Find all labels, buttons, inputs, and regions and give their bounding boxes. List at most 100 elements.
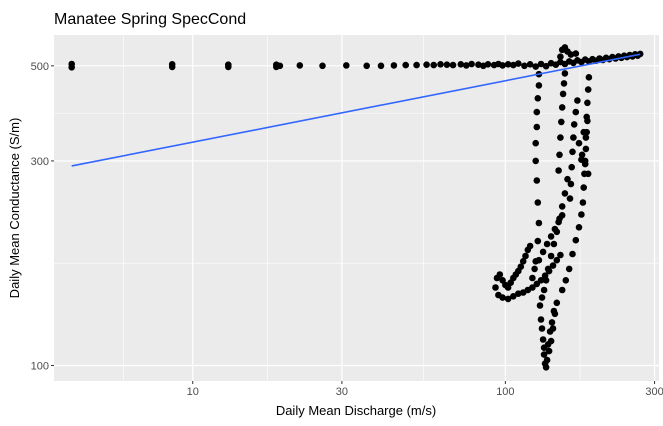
data-point	[569, 148, 576, 156]
data-point	[449, 61, 457, 69]
data-point	[575, 224, 583, 231]
trend-line	[71, 53, 641, 167]
data-point	[584, 117, 591, 125]
y-tick-label: 300	[31, 156, 49, 168]
data-point	[556, 151, 563, 159]
data-point	[529, 284, 536, 291]
data-point	[542, 62, 550, 70]
data-point	[570, 134, 577, 141]
data-point	[529, 274, 536, 282]
data-point	[572, 50, 580, 57]
data-point	[499, 62, 506, 69]
x-tick-label: 10	[187, 386, 199, 398]
data-point	[569, 250, 576, 258]
data-point	[546, 328, 554, 335]
data-point	[537, 316, 545, 323]
x-tick-label: 30	[336, 386, 348, 398]
data-point	[585, 74, 593, 81]
data-point	[584, 86, 592, 93]
data-point	[584, 170, 592, 178]
data-point	[463, 62, 470, 69]
data-point	[496, 271, 504, 278]
data-point	[423, 61, 430, 68]
data-point	[555, 167, 562, 174]
data-point	[555, 218, 562, 226]
data-point	[443, 61, 451, 68]
data-point	[532, 139, 539, 147]
data-point	[540, 286, 548, 294]
x-axis-title: Daily Mean Discharge (m/s)	[276, 403, 436, 418]
data-point	[539, 248, 547, 256]
data-point	[526, 242, 534, 250]
data-point	[574, 97, 581, 104]
data-point	[533, 177, 541, 184]
data-point	[562, 277, 570, 284]
data-point	[548, 319, 556, 326]
data-point	[504, 295, 512, 303]
data-point	[636, 50, 644, 58]
data-point	[532, 63, 539, 70]
data-point	[575, 139, 583, 147]
data-point	[581, 160, 589, 168]
data-point	[568, 163, 575, 171]
data-point	[543, 356, 551, 364]
data-point	[484, 61, 492, 68]
data-point	[542, 364, 550, 371]
data-point	[457, 61, 465, 68]
data-point	[522, 252, 529, 260]
x-axis-ticks: 10 30 100 300	[187, 381, 663, 398]
data-point	[377, 62, 385, 70]
data-point	[559, 90, 567, 98]
data-point	[225, 63, 232, 71]
y-tick-label: 500	[31, 61, 49, 73]
data-point	[534, 199, 542, 206]
data-point	[570, 121, 578, 128]
data-point	[578, 211, 585, 218]
data-point	[296, 62, 304, 69]
data-point	[557, 251, 564, 259]
data-point	[519, 258, 527, 265]
data-point	[319, 62, 326, 70]
data-point	[535, 256, 543, 264]
data-point	[566, 195, 574, 202]
data-point	[582, 134, 590, 141]
data-point	[168, 63, 176, 71]
data-point	[551, 225, 559, 233]
data-point	[402, 61, 410, 69]
data-point	[537, 277, 545, 284]
data-point	[536, 302, 544, 309]
data-point	[565, 265, 573, 273]
data-point	[582, 145, 590, 153]
data-point	[531, 265, 538, 273]
data-point	[567, 180, 575, 188]
data-point	[510, 293, 517, 300]
data-point	[510, 61, 517, 69]
chart-title: Manatee Spring SpecCond	[54, 11, 246, 28]
data-point	[579, 199, 587, 206]
y-axis-title: Daily Mean Conductance (S/m)	[7, 118, 22, 299]
data-point	[68, 64, 75, 71]
data-point	[390, 62, 398, 69]
data-point	[547, 233, 555, 240]
x-tick-label: 100	[496, 386, 514, 398]
data-point	[521, 62, 528, 70]
data-point	[558, 286, 566, 294]
data-point	[544, 341, 552, 348]
data-point	[550, 307, 558, 315]
data-point	[534, 95, 542, 102]
data-point	[545, 267, 553, 275]
data-point	[538, 294, 546, 301]
data-point	[553, 256, 561, 264]
data-point	[535, 82, 543, 89]
data-point	[560, 80, 568, 87]
data-point	[492, 284, 499, 291]
data-point	[532, 157, 539, 165]
data-point	[567, 51, 575, 58]
data-point	[561, 70, 569, 77]
data-point	[561, 190, 569, 197]
data-point	[550, 240, 558, 248]
data-point	[558, 212, 566, 219]
data-point	[413, 61, 420, 69]
data-point	[538, 325, 546, 332]
